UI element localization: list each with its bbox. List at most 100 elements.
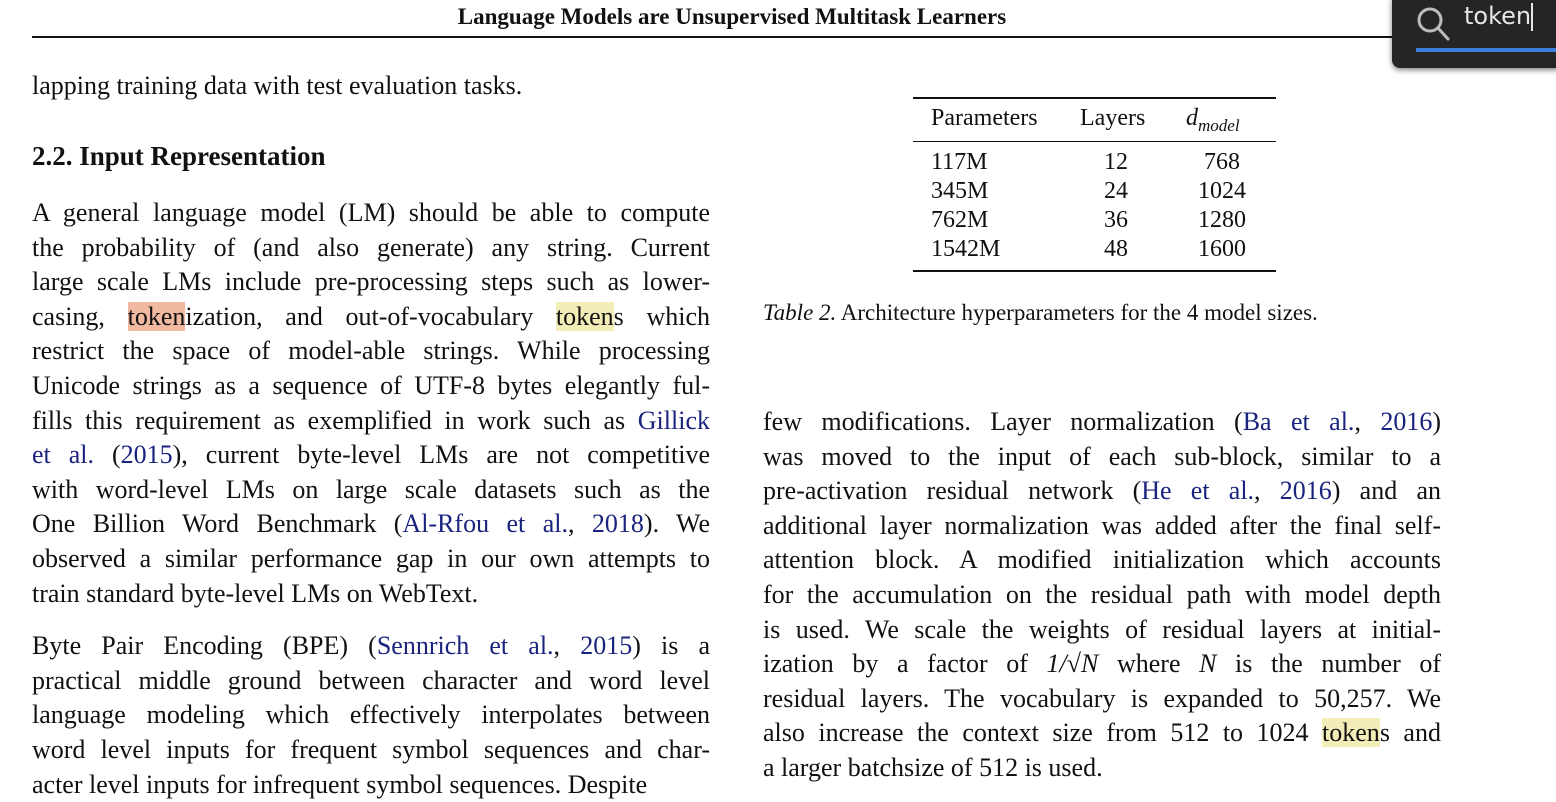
citation-link[interactable]: Sennrich et al. (376, 631, 554, 660)
text-line: also increase the context size from 512 … (763, 715, 1441, 750)
text-run: the probability of (and also generate) a… (32, 232, 710, 262)
header-layers: Layers (1080, 105, 1146, 131)
text-run: Unicode strings as a sequence of UTF-8 b… (32, 371, 710, 400)
citation-link[interactable]: Al-Rfou et al. (402, 509, 568, 539)
table-cell: 1024 (1198, 178, 1246, 204)
text-run: language modeling which effectively inte… (32, 700, 710, 730)
citation-link[interactable]: Ba et al. (1242, 407, 1355, 436)
text-line: additional layer normalization was added… (763, 508, 1441, 543)
text-run: attention block. A modified initializati… (763, 545, 1441, 575)
search-highlight: token (1322, 718, 1380, 748)
page-header-title: Language Models are Unsupervised Multita… (457, 4, 1007, 29)
header-d-model: dmodel (1186, 105, 1240, 136)
text-run: ization by a factor of (763, 649, 1047, 679)
text-line: large scale LMs include pre-processing s… (32, 264, 710, 299)
text-line: for the accumulation on the residual pat… (763, 577, 1441, 612)
table-cell: 1600 (1198, 236, 1246, 262)
caption-text: Architecture hyperparameters for the 4 m… (836, 300, 1318, 325)
text-line: residual layers. The vocabulary is expan… (763, 681, 1441, 716)
text-run: ). We (643, 509, 711, 539)
text-line: One Billion Word Benchmark (Al-Rfou et a… (32, 506, 710, 541)
text-run: train standard byte-level LMs on WebText… (32, 578, 479, 608)
table-mid-rule (913, 141, 1276, 142)
text-run: ) and an (1331, 476, 1441, 506)
text-run: One Billion Word Benchmark ( (32, 509, 403, 539)
search-input[interactable]: token (1464, 2, 1534, 31)
search-icon (1416, 6, 1452, 49)
math-expression: 1/√N (1046, 649, 1099, 679)
table-cell: 12 (1104, 149, 1128, 175)
text-run: ) is a (632, 631, 710, 660)
table-cell: 1280 (1198, 207, 1246, 233)
text-line: Unicode strings as a sequence of UTF-8 b… (32, 368, 710, 403)
table-top-rule (913, 97, 1276, 99)
text-run: ), current byte-level LMs are not compet… (172, 440, 710, 470)
header-parameters: Parameters (931, 105, 1038, 131)
text-line: is used. We scale the weights of residua… (763, 612, 1441, 647)
text-run: where (1098, 649, 1200, 679)
text-line: practical middle ground between characte… (32, 663, 710, 698)
text-line: fills this requirement as exemplified in… (32, 403, 710, 438)
header-rule (32, 36, 1432, 38)
text-run: Byte Pair Encoding (BPE) ( (32, 631, 377, 660)
text-line: train standard byte-level LMs on WebText… (32, 576, 710, 611)
text-run: , (1254, 476, 1280, 506)
text-run: with word-level LMs on large scale datas… (32, 474, 710, 504)
search-query: token (1464, 2, 1532, 30)
text-line: A general language model (LM) should be … (32, 195, 710, 230)
citation-link[interactable]: 2015 (580, 631, 633, 660)
caption-label: Table 2. (763, 300, 837, 325)
text-run: s and (1379, 718, 1441, 748)
text-run: a larger batchsize of 512 is used. (763, 753, 1103, 782)
text-line: ization by a factor of 1/√N where N is t… (763, 646, 1441, 681)
section-heading: 2.2. Input Representation (32, 141, 326, 171)
text-line: was moved to the input of each sub-block… (763, 439, 1441, 474)
model-subscript: model (1198, 115, 1240, 135)
text-run: word level inputs for frequent symbol se… (32, 735, 710, 765)
table-cell: 36 (1104, 207, 1128, 233)
table-caption: Table 2. Architecture hyperparameters fo… (763, 300, 1318, 326)
citation-link[interactable]: et al. (32, 440, 94, 470)
text-run: casing, (32, 301, 128, 331)
text-line: et al. (2015), current byte-level LMs ar… (32, 437, 710, 472)
text-run: A general language model (LM) should be … (32, 198, 710, 227)
text-run: lapping training data with test evaluati… (32, 71, 523, 100)
text-run: large scale LMs include pre-processing s… (32, 267, 710, 297)
citation-link[interactable]: 2016 (1380, 407, 1433, 436)
text-line: few modifications. Layer normalization (… (763, 404, 1441, 439)
text-run: , (553, 631, 581, 660)
citation-link[interactable]: 2015 (120, 440, 173, 470)
text-run: fills this requirement as exemplified in… (32, 405, 638, 435)
table-bottom-rule (913, 270, 1276, 272)
find-in-page-box[interactable]: token (1392, 0, 1556, 68)
text-run: observed a similar performance gap in ou… (32, 544, 710, 573)
text-run: s which (613, 301, 711, 331)
text-line: acter level inputs for infrequent symbol… (32, 767, 710, 802)
text-run: ( (94, 440, 121, 470)
citation-link[interactable]: He et al. (1141, 476, 1255, 506)
citation-link[interactable]: Gillick (637, 405, 710, 435)
text-run: is used. We scale the weights of residua… (763, 614, 1441, 644)
text-line: casing, tokenization, and out-of-vocabul… (32, 299, 710, 334)
text-line: the probability of (and also generate) a… (32, 230, 710, 265)
table-cell: 117M (931, 149, 988, 175)
text-run: ) (1432, 407, 1442, 436)
text-run: is the number of (1216, 649, 1441, 679)
text-line: with word-level LMs on large scale datas… (32, 472, 710, 507)
citation-link[interactable]: 2018 (591, 509, 644, 539)
d-symbol: d (1186, 105, 1198, 131)
text-run: pre-activation residual network ( (763, 476, 1142, 506)
text-run: residual layers. The vocabulary is expan… (763, 683, 1441, 713)
text-run: additional layer normalization was added… (763, 510, 1441, 540)
table-cell: 345M (931, 178, 989, 204)
search-focus-underline (1416, 48, 1556, 52)
citation-link[interactable]: 2016 (1279, 476, 1332, 506)
text-run: ization, and out-of-vocabulary (185, 301, 556, 331)
text-line: a larger batchsize of 512 is used. (763, 750, 1441, 785)
table-cell: 762M (931, 207, 989, 233)
table-cell: 768 (1204, 149, 1240, 175)
search-highlight: token (555, 301, 614, 331)
table-cell: 24 (1104, 178, 1128, 204)
text-line: attention block. A modified initializati… (763, 542, 1441, 577)
math-expression: N (1199, 649, 1217, 679)
